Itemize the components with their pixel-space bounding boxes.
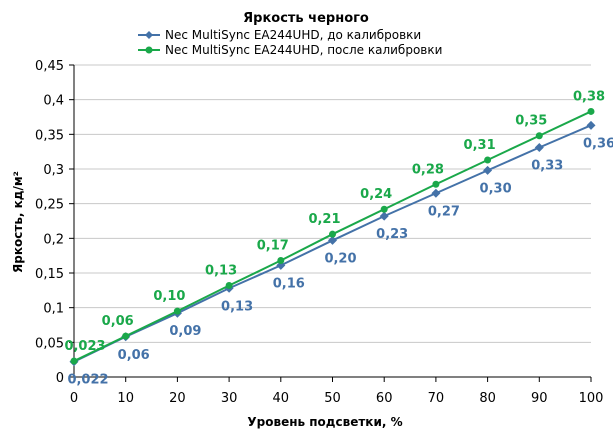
data-label-after: 0,24 xyxy=(360,187,392,202)
x-tick-label: 50 xyxy=(324,391,341,406)
data-label-before: 0,33 xyxy=(531,159,563,174)
y-tick-label: 0,05 xyxy=(35,336,64,351)
data-labels: 0,022 0,06 0,09 0,13 0,16 0,20 0,23 0,27 0,30 0,3… xyxy=(64,89,613,387)
y-tick-labels: 0 0,05 0,1 0,15 0,2 0,25 0,3 0,35 0,4 0,45 xyxy=(35,59,64,386)
y-tick-label: 0,3 xyxy=(43,163,64,178)
data-label-before: 0,27 xyxy=(428,204,460,219)
legend-marker-before xyxy=(145,31,153,39)
legend-label-before: Nec MultiSync EA244UHD, до калибровки xyxy=(165,28,421,42)
y-tick-label: 0,15 xyxy=(35,267,64,282)
data-label-before: 0,09 xyxy=(169,324,201,339)
data-point-before xyxy=(483,165,493,175)
chart-title: Яркость черного xyxy=(243,11,369,26)
data-label-after: 0,06 xyxy=(102,314,134,329)
data-point-after xyxy=(225,281,233,289)
x-tick-label: 30 xyxy=(221,391,238,406)
data-label-before: 0,13 xyxy=(221,299,253,314)
data-label-before: 0,36 xyxy=(583,136,613,151)
x-tick-label: 100 xyxy=(579,391,604,406)
data-label-before: 0,16 xyxy=(273,276,305,291)
legend-label-after: Nec MultiSync EA244UHD, после калибровки xyxy=(165,43,442,57)
data-point-before xyxy=(586,120,596,130)
data-label-after: 0,10 xyxy=(153,289,185,304)
y-tick-label: 0 xyxy=(56,371,64,386)
data-point-before xyxy=(328,235,337,245)
data-label-after: 0,28 xyxy=(412,162,444,177)
y-tick-label: 0,4 xyxy=(43,94,64,109)
data-point-after xyxy=(587,107,595,115)
data-label-after: 0,35 xyxy=(515,114,547,129)
data-point-after xyxy=(484,156,492,164)
x-axis-title: Уровень подсветки, % xyxy=(247,415,402,429)
data-label-before: 0,20 xyxy=(324,251,356,266)
data-point-before xyxy=(379,211,389,221)
x-tick-label: 70 xyxy=(428,391,445,406)
data-label-after: 0,023 xyxy=(64,339,105,354)
legend-item-before: Nec MultiSync EA244UHD, до калибровки xyxy=(138,28,421,42)
legend: Nec MultiSync EA244UHD, до калибровки Ne… xyxy=(138,28,442,57)
data-point-after xyxy=(535,132,543,140)
y-tick-label: 0,35 xyxy=(35,128,64,143)
legend-marker-after xyxy=(145,46,153,54)
x-tick-label: 40 xyxy=(273,391,290,406)
y-axis-title: Яркость, кд/м² xyxy=(11,171,25,273)
data-label-after: 0,31 xyxy=(464,138,496,153)
data-label-after: 0,21 xyxy=(308,212,340,227)
x-tick-label: 0 xyxy=(70,391,78,406)
y-tick-label: 0,45 xyxy=(35,59,64,74)
data-label-after: 0,17 xyxy=(257,239,289,254)
data-point-after xyxy=(277,257,285,265)
data-point-before xyxy=(431,188,441,198)
data-label-before: 0,022 xyxy=(67,373,108,388)
x-tick-label: 60 xyxy=(376,391,393,406)
x-tick-labels: 0 10 20 30 40 50 60 70 80 90 100 xyxy=(70,391,604,406)
data-label-after: 0,13 xyxy=(205,263,237,278)
x-tick-label: 80 xyxy=(479,391,496,406)
axes xyxy=(69,64,592,382)
data-point-after xyxy=(329,230,336,238)
data-label-before: 0,06 xyxy=(118,348,150,363)
data-point-after xyxy=(122,332,130,340)
data-point-before xyxy=(534,143,544,153)
data-point-after xyxy=(70,357,78,365)
y-tick-label: 0,25 xyxy=(35,198,64,213)
y-tick-label: 0,2 xyxy=(43,232,64,247)
legend-item-after: Nec MultiSync EA244UHD, после калибровки xyxy=(138,43,442,57)
x-tick-label: 90 xyxy=(531,391,548,406)
data-point-after xyxy=(432,180,440,188)
x-tick-label: 20 xyxy=(169,391,186,406)
series-group xyxy=(69,107,596,367)
data-point-after xyxy=(173,307,181,315)
x-tick-label: 10 xyxy=(117,391,134,406)
data-point-after xyxy=(380,205,388,213)
y-tick-label: 0,1 xyxy=(43,302,64,317)
data-label-before: 0,30 xyxy=(480,181,512,196)
data-label-after: 0,38 xyxy=(573,89,605,104)
data-label-before: 0,23 xyxy=(376,227,408,242)
